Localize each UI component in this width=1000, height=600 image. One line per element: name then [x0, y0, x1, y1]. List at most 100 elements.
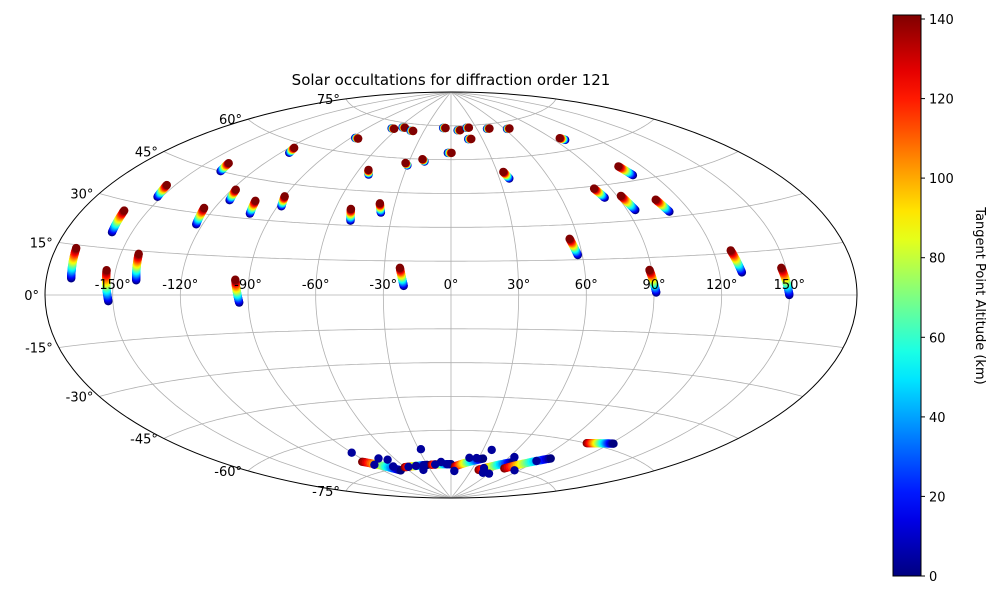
data-points	[67, 123, 794, 478]
data-point	[609, 439, 618, 448]
colorbar-gradient	[892, 14, 922, 577]
data-point	[614, 162, 623, 171]
data-point	[484, 469, 494, 478]
colorbar-tick-label: 60	[929, 331, 946, 346]
data-point	[401, 158, 410, 168]
data-point	[565, 234, 574, 243]
data-point	[199, 203, 209, 213]
longitude-tick-label: 30°	[507, 278, 530, 293]
latitude-tick-label: -60°	[214, 465, 242, 480]
longitude-tick-label: 0°	[444, 278, 459, 293]
data-point	[478, 468, 488, 477]
data-point	[450, 466, 459, 476]
data-point	[726, 246, 735, 255]
data-point	[510, 452, 519, 462]
longitude-tick-label: 120°	[706, 278, 737, 293]
data-point	[447, 148, 456, 158]
data-point	[418, 155, 427, 164]
data-point	[404, 462, 413, 471]
data-point	[390, 124, 399, 133]
data-point	[364, 165, 373, 175]
colorbar-ticks: 0 20 40 60 80 100 120 140	[921, 13, 954, 585]
data-point	[441, 123, 450, 133]
longitude-tick-label: -90°	[234, 278, 262, 293]
data-point	[120, 206, 129, 215]
latitude-labels: -75° -60° -45° -30° -15° 0° 15° 30° 45° 60° 75°	[24, 93, 340, 500]
data-point	[651, 195, 660, 204]
colorbar-tick-label: 120	[929, 93, 954, 108]
latitude-tick-label: 75°	[317, 93, 340, 108]
data-point	[374, 454, 383, 463]
data-point	[589, 184, 599, 193]
latitude-tick-label: 30°	[70, 188, 93, 203]
longitude-tick-label: -30°	[369, 278, 397, 293]
data-point	[134, 249, 143, 258]
colorbar-tick-label: 140	[929, 13, 954, 28]
longitude-tick-label: 60°	[575, 278, 598, 293]
longitude-tick-label: 150°	[774, 278, 805, 293]
latitude-tick-label: 15°	[30, 237, 53, 252]
latitude-tick-label: 60°	[219, 113, 242, 128]
latitude-tick-label: 45°	[135, 146, 158, 161]
data-point	[347, 448, 356, 457]
data-point	[346, 204, 356, 214]
data-point	[370, 460, 379, 469]
data-point	[419, 461, 428, 470]
data-point	[546, 454, 555, 463]
longitude-gridline	[315, 91, 452, 499]
data-point	[354, 134, 363, 143]
data-point	[485, 124, 494, 133]
latitude-tick-label: -15°	[25, 342, 53, 357]
map-outline	[44, 91, 858, 499]
data-point	[251, 196, 260, 205]
data-point	[416, 445, 426, 454]
data-point	[532, 456, 541, 466]
colorbar: 0 20 40 60 80 100 120 140 Tangent Point Altitud…	[892, 13, 987, 585]
data-point	[290, 143, 299, 152]
data-point	[383, 455, 392, 464]
latitude-tick-label: -45°	[130, 433, 158, 448]
longitude-gridline	[112, 91, 452, 499]
data-point	[224, 159, 233, 168]
colorbar-tick-label: 0	[929, 570, 937, 585]
colorbar-tick-label: 40	[929, 411, 946, 426]
latitude-tick-label: -30°	[66, 391, 94, 406]
data-point	[616, 191, 626, 201]
colorbar-tick-label: 20	[929, 490, 946, 505]
longitude-tick-label: -60°	[302, 278, 330, 293]
data-point	[777, 263, 786, 272]
longitude-tick-label: 90°	[642, 278, 665, 293]
colorbar-label: Tangent Point Altitude (km)	[972, 206, 987, 384]
chart-title: Solar occultations for diffraction order…	[292, 71, 611, 89]
data-point	[102, 266, 111, 275]
map-grid	[45, 91, 857, 499]
data-point	[510, 466, 519, 475]
data-point	[231, 185, 240, 194]
data-point	[411, 461, 421, 471]
longitude-tick-label: -120°	[162, 278, 198, 293]
data-point	[280, 192, 289, 201]
data-point	[645, 265, 654, 275]
data-point	[555, 134, 564, 143]
data-point	[442, 460, 452, 469]
colorbar-tick-label: 80	[929, 252, 946, 267]
data-point	[472, 453, 481, 463]
data-point	[162, 180, 171, 190]
longitude-labels: -150° -120° -90° -60° -30° 0° 30° 60° 90° 120° 150…	[95, 278, 805, 293]
latitude-tick-label: -75°	[312, 485, 340, 500]
longitude-gridline	[450, 91, 520, 499]
latitude-tick-label: 0°	[24, 289, 39, 304]
data-point	[72, 243, 81, 253]
data-point	[505, 124, 514, 133]
data-point	[465, 453, 474, 462]
data-point	[499, 167, 508, 177]
data-point	[389, 462, 398, 471]
data-point	[231, 275, 240, 284]
data-point	[478, 454, 488, 463]
data-point	[467, 134, 476, 144]
data-point	[375, 199, 385, 208]
data-point	[395, 263, 405, 272]
data-point	[409, 126, 418, 136]
longitude-gridline	[450, 91, 587, 499]
